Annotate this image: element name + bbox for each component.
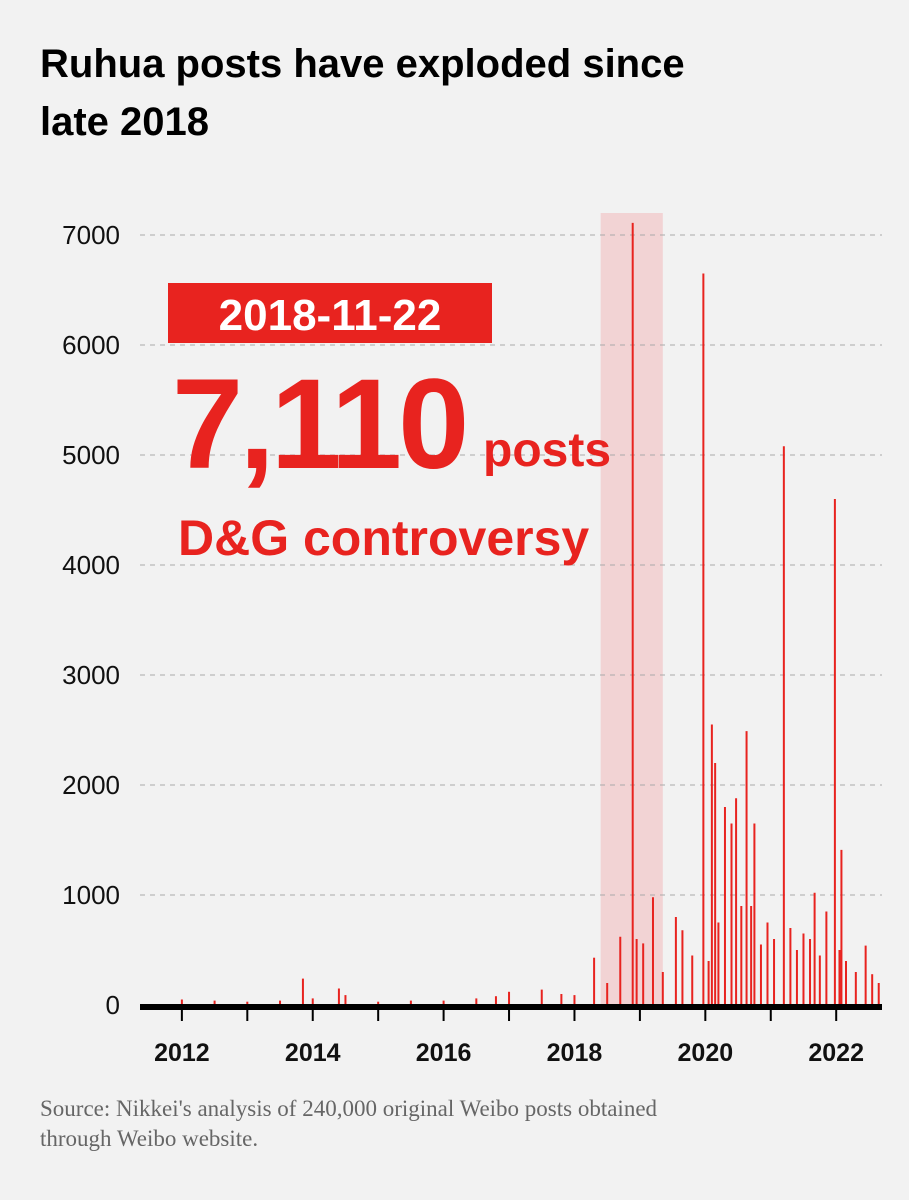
y-tick-label: 3000 xyxy=(62,660,120,690)
annotation-text: D&G controversy xyxy=(178,510,589,566)
annotation-unit: posts xyxy=(483,424,611,477)
y-tick-label: 0 xyxy=(106,990,120,1020)
source: Source: Nikkei's analysis of 240,000 ori… xyxy=(40,1096,658,1151)
y-tick-label: 4000 xyxy=(62,550,120,580)
x-tick-label: 2014 xyxy=(285,1039,341,1067)
x-tick-label: 2018 xyxy=(547,1039,603,1067)
x-tick-label: 2016 xyxy=(416,1039,472,1067)
x-tick-label: 2020 xyxy=(678,1039,734,1067)
annotation-value: 7,110 xyxy=(172,353,465,496)
x-tick-label: 2022 xyxy=(808,1039,864,1067)
y-tick-label: 5000 xyxy=(62,440,120,470)
annotation-date: 2018-11-22 xyxy=(219,291,442,340)
y-tick-label: 2000 xyxy=(62,770,120,800)
y-tick-label: 7000 xyxy=(62,220,120,250)
annotation-box xyxy=(168,283,492,343)
y-tick-label: 1000 xyxy=(62,880,120,910)
x-tick-label: 2012 xyxy=(154,1039,210,1067)
y-tick-label: 6000 xyxy=(62,330,120,360)
chart-title: Ruhua posts have exploded since late 2018 xyxy=(40,42,685,144)
